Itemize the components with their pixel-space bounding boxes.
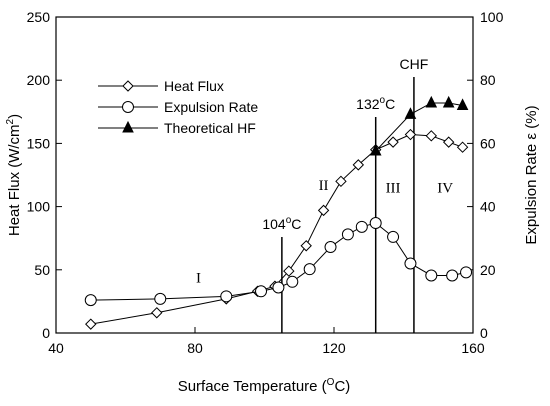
y-left-tick-label: 0 <box>42 325 50 341</box>
data-point-expulsion-rate <box>387 230 400 243</box>
data-point-expulsion-rate <box>425 269 438 282</box>
series-line-heat-flux <box>90 134 463 325</box>
vertical-line-label: CHF <box>400 56 429 72</box>
x-tick-label: 80 <box>187 340 203 356</box>
y-right-tick-label: 100 <box>480 9 504 25</box>
plot-frame <box>55 16 474 334</box>
data-point-theoretical-hf <box>369 143 382 156</box>
region-label: IV <box>437 181 453 197</box>
data-point-theoretical-hf <box>456 98 469 110</box>
y-left-tick-label: 150 <box>27 135 51 151</box>
vertical-lines-layer: 104oC 132oC CHF <box>262 56 428 333</box>
series-layer <box>84 95 473 330</box>
region-label: I <box>196 270 201 286</box>
data-point-heat-flux <box>335 175 347 188</box>
data-point-expulsion-rate <box>286 275 299 288</box>
data-point-expulsion-rate <box>341 228 354 241</box>
y-left-tick-label: 100 <box>27 199 51 215</box>
y-right-tick-label: 80 <box>480 72 496 88</box>
data-point-heat-flux <box>425 130 438 142</box>
data-point-expulsion-rate <box>355 220 368 233</box>
data-point-expulsion-rate <box>404 257 417 270</box>
y-left-tick-label: 200 <box>27 72 51 88</box>
data-point-theoretical-hf <box>442 95 455 108</box>
data-point-heat-flux <box>85 318 97 330</box>
data-point-heat-flux <box>387 136 399 148</box>
data-point-theoretical-hf <box>404 107 417 119</box>
data-point-expulsion-rate <box>446 269 459 282</box>
x-tick-label: 120 <box>322 340 346 356</box>
legend-entry-theoretical-hf: Theoretical HF <box>98 120 256 136</box>
data-point-expulsion-rate <box>154 292 167 305</box>
data-point-heat-flux <box>456 141 469 153</box>
x-tick-label: 160 <box>461 340 485 356</box>
data-point-expulsion-rate <box>303 263 316 276</box>
legend-marker-triangle <box>122 120 134 133</box>
data-point-heat-flux <box>300 240 312 252</box>
data-point-expulsion-rate <box>272 281 285 294</box>
x-axis-label: Surface Temperature (OC) <box>178 377 351 395</box>
legend-label-heat-flux: Heat Flux <box>164 78 224 94</box>
legend-marker-diamond <box>122 80 134 92</box>
y-right-tick-label: 0 <box>480 325 488 341</box>
region-labels-layer: III III IV <box>196 178 453 286</box>
data-point-heat-flux <box>404 128 417 141</box>
data-point-expulsion-rate <box>220 290 233 303</box>
series-line-expulsion-rate <box>90 222 467 301</box>
y-left-tick-label: 50 <box>34 262 50 278</box>
data-point-heat-flux <box>151 307 163 319</box>
x-tick-label: 40 <box>48 340 64 356</box>
region-label: II <box>319 178 329 194</box>
y-axis-right-label: Expulsion Rate ε (%) <box>523 105 540 244</box>
legend-label-expulsion-rate: Expulsion Rate <box>164 99 258 115</box>
legend: Heat Flux Expulsion Rate Theoretical HF <box>98 78 258 136</box>
data-point-theoretical-hf <box>425 95 438 108</box>
vertical-line-label: 104oC <box>262 215 301 232</box>
data-point-heat-flux <box>283 265 295 277</box>
y-axis-left-label: Heat Flux (W/cm2) <box>5 114 23 236</box>
region-label: III <box>386 181 401 197</box>
legend-marker-circle <box>122 101 134 113</box>
y-right-tick-label: 20 <box>480 262 496 278</box>
y-left-tick-label: 250 <box>27 9 51 25</box>
data-point-heat-flux <box>317 204 330 217</box>
data-point-heat-flux <box>352 159 365 171</box>
legend-entry-heat-flux: Heat Flux <box>98 78 224 94</box>
data-point-heat-flux <box>442 136 455 148</box>
y-right-tick-label: 40 <box>480 199 496 215</box>
y-right-tick-label: 60 <box>480 135 496 151</box>
legend-entry-expulsion-rate: Expulsion Rate <box>98 99 258 115</box>
data-point-expulsion-rate <box>369 217 382 230</box>
data-point-expulsion-rate <box>460 266 473 279</box>
data-point-expulsion-rate <box>84 294 97 307</box>
legend-label-theoretical-hf: Theoretical HF <box>164 120 256 136</box>
vertical-line-label: 132oC <box>356 95 395 112</box>
data-point-expulsion-rate <box>324 241 337 254</box>
data-point-expulsion-rate <box>255 285 268 298</box>
